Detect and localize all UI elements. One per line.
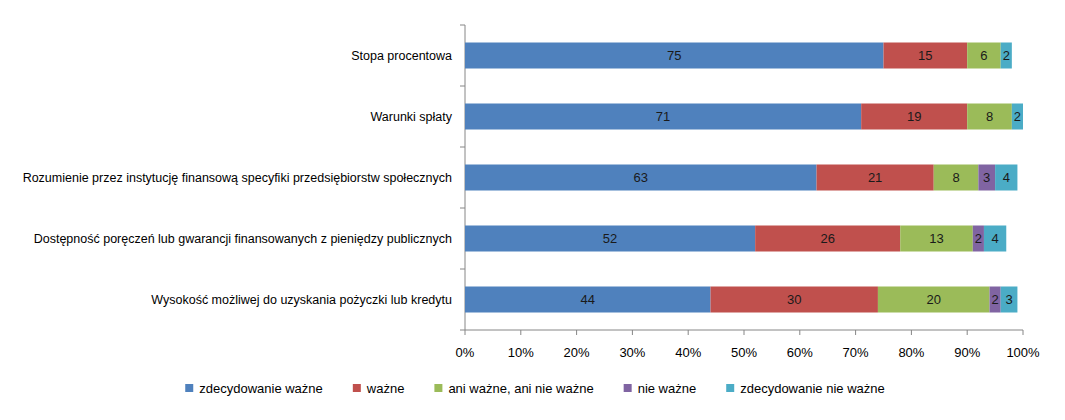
bar-segment (817, 165, 934, 191)
data-label: 4 (1003, 170, 1010, 185)
data-label: 20 (926, 292, 940, 307)
x-tick-label: 70% (843, 345, 869, 360)
bar-segment (900, 226, 973, 252)
data-label: 30 (787, 292, 801, 307)
bar-segment (967, 43, 1000, 69)
bar-segment (995, 165, 1017, 191)
x-tick-label: 50% (731, 345, 757, 360)
bar-segment (878, 287, 990, 313)
x-tick-label: 90% (954, 345, 980, 360)
y-tick (460, 25, 465, 26)
data-label: 2 (1003, 48, 1010, 63)
data-label: 44 (581, 292, 595, 307)
x-tick (1023, 330, 1024, 335)
x-tick-label: 100% (1006, 345, 1040, 360)
data-label: 6 (980, 48, 987, 63)
legend-swatch (726, 384, 734, 392)
bar-segment (861, 104, 967, 130)
x-tick-label: 0% (456, 345, 475, 360)
bar-segment (1001, 43, 1012, 69)
x-tick (799, 330, 800, 335)
legend-label: ani ważne, ani nie ważne (448, 381, 593, 396)
x-tick (465, 330, 466, 335)
bar-segment (465, 226, 755, 252)
bar-segment (990, 287, 1001, 313)
data-label: 8 (952, 170, 959, 185)
data-label: 3 (983, 170, 990, 185)
data-label: 2 (991, 292, 998, 307)
data-label: 63 (634, 170, 648, 185)
data-label: 75 (667, 48, 681, 63)
bar-segment (973, 226, 984, 252)
legend-swatch (353, 384, 361, 392)
bars (465, 43, 1023, 313)
y-tick (460, 208, 465, 209)
x-tick (744, 330, 745, 335)
x-tick-label: 20% (564, 345, 590, 360)
legend: zdecydowanie ważne ważne ani ważne, ani ni… (185, 381, 885, 396)
y-tick (460, 330, 465, 331)
legend-label: zdecydowanie nie ważne (740, 381, 885, 396)
y-tick (460, 147, 465, 148)
bar-segment (465, 104, 861, 130)
bar-segment (1001, 287, 1018, 313)
legend-swatch (624, 384, 632, 392)
bar-segment (884, 43, 968, 69)
bar-segment (1012, 104, 1023, 130)
data-label: 4 (991, 231, 998, 246)
data-label: 3 (1005, 292, 1012, 307)
legend-label: ważne (366, 381, 405, 396)
data-label: 2 (1014, 109, 1021, 124)
bar-segment (465, 43, 884, 69)
bar-segment (755, 226, 900, 252)
data-label: 8 (986, 109, 993, 124)
data-label: 13 (929, 231, 943, 246)
category-label: Rozumienie przez instytucję finansową sp… (23, 171, 452, 185)
x-tick (911, 330, 912, 335)
bar-segment (465, 165, 817, 191)
x-tick-label: 60% (787, 345, 813, 360)
data-label: 71 (656, 109, 670, 124)
category-label: Stopa procentowa (351, 49, 452, 63)
bar-segment (984, 226, 1006, 252)
data-label: 52 (603, 231, 617, 246)
data-label: 21 (868, 170, 882, 185)
legend-label: nie ważne (638, 381, 697, 396)
category-label: Dostępność poręczeń lub gwarancji finans… (34, 232, 452, 246)
legend-label: zdecydowanie ważne (199, 381, 323, 396)
bar-segment (711, 287, 878, 313)
bar-segment (465, 287, 711, 313)
x-tick (688, 330, 689, 335)
y-tick (460, 269, 465, 270)
category-label: Warunki spłaty (370, 110, 452, 124)
data-label: 19 (907, 109, 921, 124)
y-tick (460, 86, 465, 87)
data-label: 2 (975, 231, 982, 246)
x-tick (632, 330, 633, 335)
x-tick (967, 330, 968, 335)
x-tick (855, 330, 856, 335)
legend-swatch (185, 384, 193, 392)
x-tick (520, 330, 521, 335)
x-tick-label: 80% (898, 345, 924, 360)
bar-segment (978, 165, 995, 191)
x-tick-label: 40% (675, 345, 701, 360)
data-label: 15 (918, 48, 932, 63)
data-label: 26 (820, 231, 834, 246)
bar-segment (934, 165, 979, 191)
chart: 0% 10% 20% 30% 40% 50% 60% 70% 80% 90% 100% Stopa p… (0, 0, 1065, 420)
category-label: Wysokość możliwej do uzyskania pożyczki … (151, 293, 452, 307)
x-tick-label: 10% (508, 345, 534, 360)
x-tick (576, 330, 577, 335)
bar-segment (967, 104, 1012, 130)
data-labels: 75156271198263218345226132444302023 (581, 48, 1022, 307)
legend-swatch (434, 384, 442, 392)
x-tick-label: 30% (619, 345, 645, 360)
